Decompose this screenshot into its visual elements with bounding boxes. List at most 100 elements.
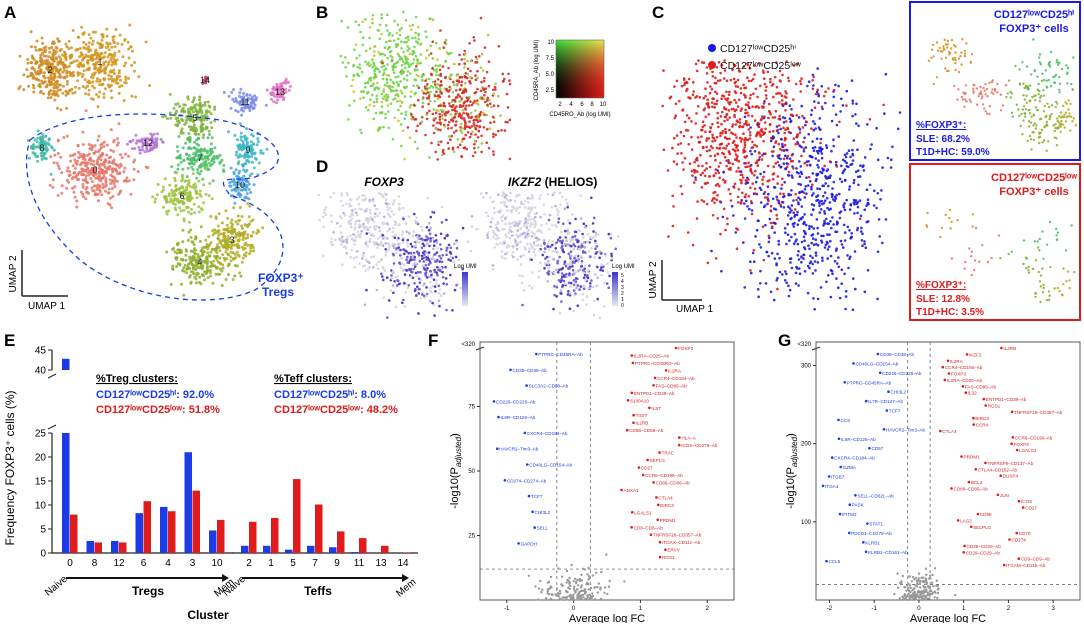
umap-point bbox=[128, 179, 131, 182]
umap-point bbox=[430, 142, 433, 145]
panel-d-letter: D bbox=[316, 157, 328, 176]
umap-point bbox=[438, 113, 441, 116]
umap-point bbox=[233, 134, 236, 137]
umap-point bbox=[178, 105, 181, 108]
umap-point bbox=[406, 242, 409, 245]
umap-point bbox=[714, 172, 717, 175]
umap-point bbox=[806, 164, 809, 167]
umap-point bbox=[362, 36, 365, 39]
umap-point bbox=[367, 217, 370, 220]
umap-point bbox=[106, 35, 109, 38]
umap-point bbox=[522, 254, 525, 257]
umap-point bbox=[506, 198, 509, 201]
umap-point bbox=[464, 134, 467, 137]
umap-point bbox=[219, 239, 222, 242]
umap-point bbox=[40, 69, 43, 72]
umap-point bbox=[426, 197, 429, 200]
umap-point bbox=[381, 105, 384, 108]
umap-point bbox=[165, 251, 168, 254]
umap-point bbox=[402, 51, 405, 54]
umap-point bbox=[599, 269, 602, 272]
umap-point bbox=[72, 172, 75, 175]
umap-point bbox=[243, 233, 246, 236]
umap-point bbox=[225, 257, 228, 260]
umap-point bbox=[258, 162, 261, 165]
umap-point bbox=[439, 288, 442, 291]
umap-point bbox=[830, 150, 833, 153]
umap-point bbox=[439, 74, 442, 77]
umap-point bbox=[854, 250, 857, 253]
umap-point bbox=[685, 89, 688, 92]
umap-point bbox=[446, 89, 449, 92]
umap-point bbox=[386, 237, 389, 240]
umap-point bbox=[493, 207, 496, 210]
umap-point bbox=[877, 192, 880, 195]
umap-point bbox=[39, 54, 42, 57]
umap-point bbox=[181, 240, 184, 243]
umap-point bbox=[445, 60, 448, 63]
umap-point bbox=[383, 216, 386, 219]
umap-point bbox=[433, 278, 436, 281]
umap-point bbox=[471, 125, 474, 128]
umap-point bbox=[208, 133, 211, 136]
umap-point bbox=[167, 210, 170, 213]
umap-point bbox=[863, 243, 866, 246]
umap-point bbox=[103, 67, 106, 70]
umap-point bbox=[382, 90, 385, 93]
umap-point bbox=[241, 246, 244, 249]
umap-point bbox=[51, 57, 54, 60]
umap-point bbox=[799, 175, 802, 178]
umap-point bbox=[421, 116, 424, 119]
umap-point bbox=[198, 211, 201, 214]
umap-point bbox=[722, 147, 725, 150]
umap-point bbox=[155, 146, 158, 149]
umap-point bbox=[72, 74, 75, 77]
umap-point bbox=[30, 67, 33, 70]
umap-point bbox=[791, 176, 794, 179]
umap-point bbox=[118, 85, 121, 88]
umap-point bbox=[364, 82, 367, 85]
umap-point bbox=[455, 74, 458, 77]
umap-point bbox=[524, 206, 527, 209]
umap-point bbox=[400, 27, 403, 30]
umap-point bbox=[398, 195, 401, 198]
umap-point bbox=[108, 188, 111, 191]
umap-point bbox=[490, 221, 493, 224]
umap-point bbox=[504, 257, 507, 260]
umap-point bbox=[567, 253, 570, 256]
umap-point bbox=[53, 161, 56, 164]
umap-point bbox=[497, 193, 500, 196]
umap-point bbox=[190, 250, 193, 253]
umap-point bbox=[444, 119, 447, 122]
umap-point bbox=[566, 263, 569, 266]
umap-point bbox=[358, 24, 361, 27]
umap-point bbox=[733, 78, 736, 81]
umap-point bbox=[217, 261, 220, 264]
umap-point bbox=[353, 48, 356, 51]
umap-point bbox=[252, 218, 255, 221]
umap-point bbox=[191, 157, 194, 160]
umap-point bbox=[812, 84, 815, 87]
umap-point bbox=[431, 285, 434, 288]
umap-point bbox=[431, 258, 434, 261]
umap-point bbox=[244, 162, 247, 165]
umap-point bbox=[405, 58, 408, 61]
umap-point bbox=[364, 197, 367, 200]
umap-point bbox=[374, 228, 377, 231]
umap-point bbox=[45, 55, 48, 58]
umap-point bbox=[560, 278, 563, 281]
umap-point bbox=[719, 162, 722, 165]
umap-point bbox=[509, 119, 512, 122]
umap-point bbox=[561, 195, 564, 198]
umap-point bbox=[748, 80, 751, 83]
umap-point bbox=[496, 243, 499, 246]
umap-point bbox=[90, 97, 93, 100]
umap-point bbox=[362, 44, 365, 47]
umap-point bbox=[386, 63, 389, 66]
umap-point bbox=[479, 113, 482, 116]
umap-point bbox=[413, 256, 416, 259]
umap-point bbox=[256, 137, 259, 140]
umap-point bbox=[501, 228, 504, 231]
umap-point bbox=[245, 180, 248, 183]
umap-point bbox=[456, 84, 459, 87]
